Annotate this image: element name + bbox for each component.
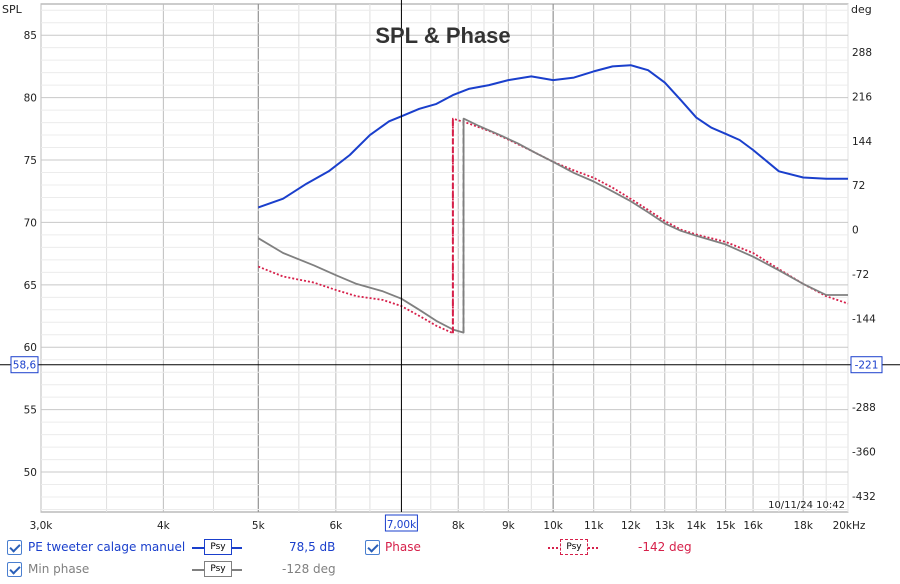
y-right-tick-label: -360 [852, 447, 876, 459]
y-right-tick-label: -144 [852, 313, 876, 325]
x-tick-label: 15k [716, 520, 736, 532]
grid [40, 3, 849, 513]
legend-value-spl: 78,5 dB [289, 540, 336, 554]
series-line-pe-tweeter-calage-manuel [257, 64, 848, 209]
x-tick-label: 9k [502, 520, 516, 532]
y-left-tick-label: 75 [24, 155, 37, 167]
min-phase-psy-box: Psy [204, 561, 232, 577]
series-layer [257, 64, 849, 335]
y-left-tick-label: 55 [24, 405, 37, 417]
y-left-tick-label: 65 [24, 280, 37, 292]
timestamp: 10/11/24 10:42 [768, 500, 845, 511]
legend-row-spl: PE tweeter calage manuel Psy 78,5 dB Pha… [0, 538, 900, 558]
y-left-tick-label: 85 [24, 30, 37, 42]
x-unit-label: 20kHz [833, 520, 866, 532]
x-tick-label: 14k [687, 520, 707, 532]
y-left-tick-label: 80 [24, 93, 37, 105]
cursor-y-right-label: -221 [855, 360, 879, 372]
y-left-axis-label: SPL [2, 3, 23, 16]
phase-checkbox[interactable] [365, 540, 380, 555]
legend-label-min-phase: Min phase [28, 562, 90, 576]
y-right-axis-label: deg [851, 3, 872, 16]
y-left-tick-label: 60 [24, 342, 37, 354]
y-right-tick-label: -288 [852, 402, 876, 414]
cursor[interactable]: 7,00k 58,6 -221 [0, 0, 900, 532]
legend-label-spl: PE tweeter calage manuel [28, 540, 186, 554]
y-right-tick-label: 72 [852, 180, 865, 192]
legend-value-min-phase: -128 deg [282, 562, 336, 576]
y-right-tick-label: 288 [852, 47, 872, 59]
y-right-tick-label: 0 [852, 225, 859, 237]
y-right-tick-label: -72 [852, 269, 869, 281]
x-tick-label: 4k [157, 520, 171, 532]
y-right-tick-label: 144 [852, 136, 872, 148]
spl-checkbox[interactable] [7, 540, 22, 555]
chart-title: SPL & Phase [375, 23, 510, 48]
y-right-tick-label: 216 [852, 91, 872, 103]
y-left-tick-label: 70 [24, 217, 37, 229]
phase-psy-box: Psy [560, 539, 588, 555]
cursor-x-label-box [384, 514, 418, 532]
series-line-phase [257, 117, 849, 335]
min-phase-checkbox[interactable] [7, 562, 22, 577]
x-tick-label: 13k [655, 520, 675, 532]
phase-line-swatch[interactable]: Psy [548, 539, 598, 557]
cursor-y-right-box [850, 356, 883, 374]
chart-background [0, 0, 900, 540]
cursor-y-left-box [10, 356, 39, 374]
cursor-x-label: 7,00k [387, 519, 417, 531]
chart: 3,0k 4k 5k 6k 8k 9k 10k 11k 12k 13k 14k 15k 16k 18k 20… [0, 0, 900, 540]
x-tick-label: 18k [793, 520, 813, 532]
y-right-tick-label: -432 [852, 491, 876, 503]
x-tick-label: 10k [543, 520, 563, 532]
axes: 3,0k 4k 5k 6k 8k 9k 10k 11k 12k 13k 14k 15k 16k 18k 20… [24, 30, 877, 532]
spl-psy-box: Psy [204, 539, 232, 555]
y-left-tick-label: 50 [24, 467, 37, 479]
legend-value-phase: -142 deg [638, 540, 692, 554]
x-tick-label: 8k [452, 520, 466, 532]
series-line-min-phase [257, 117, 848, 334]
x-tick-label: 11k [584, 520, 604, 532]
min-phase-line-swatch[interactable]: Psy [192, 561, 242, 579]
spl-line-swatch[interactable]: Psy [192, 539, 242, 557]
cursor-y-left-label: 58,6 [13, 360, 37, 372]
x-tick-label: 16k [743, 520, 763, 532]
x-tick-label: 12k [621, 520, 641, 532]
legend-label-phase: Phase [385, 540, 421, 554]
x-tick-label: 6k [329, 520, 343, 532]
x-tick-label: 3,0k [30, 520, 54, 532]
x-tick-label: 5k [252, 520, 266, 532]
legend-row-min-phase: Min phase Psy -128 deg [0, 560, 900, 580]
